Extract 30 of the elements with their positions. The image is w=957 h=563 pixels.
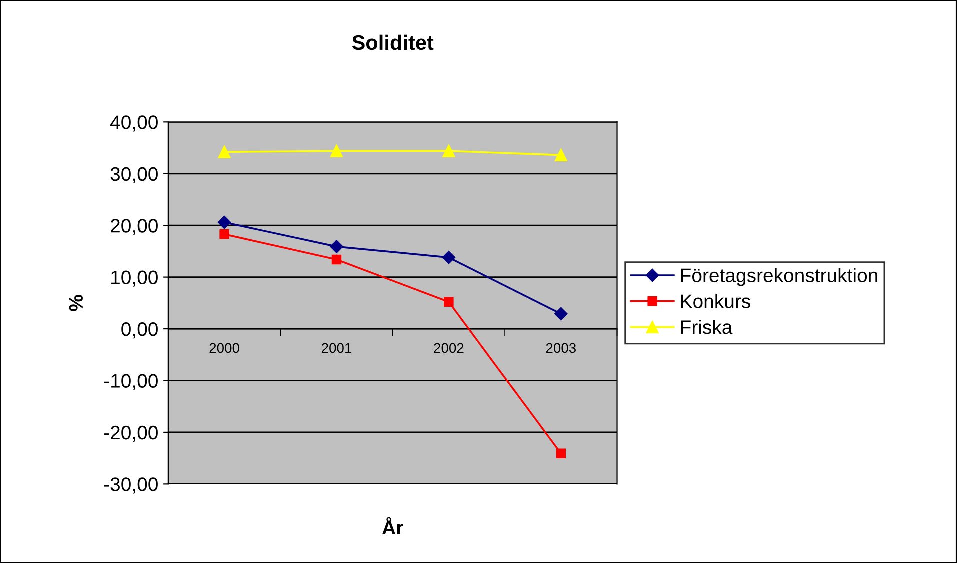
legend-label: Konkurs bbox=[681, 294, 750, 308]
legend-label: Friska bbox=[681, 320, 733, 334]
legend-label: Företagsrekonstruktion bbox=[681, 268, 878, 286]
point bbox=[220, 230, 230, 240]
y-tick-label: 30,00 bbox=[110, 167, 158, 184]
y-tick-label: -30,00 bbox=[104, 478, 158, 494]
point bbox=[556, 448, 566, 459]
x-tick-label: 2002 bbox=[434, 343, 464, 354]
x-tick-label: 2001 bbox=[322, 343, 352, 354]
point bbox=[442, 144, 456, 158]
point bbox=[444, 297, 454, 308]
point bbox=[218, 146, 231, 158]
y-tick-label: 0,00 bbox=[122, 322, 158, 339]
x-tick-label: 2000 bbox=[210, 343, 240, 354]
y-tick-label: -20,00 bbox=[104, 426, 158, 442]
point bbox=[442, 251, 456, 264]
point bbox=[554, 307, 568, 321]
y-tick-label: 10,00 bbox=[112, 270, 158, 287]
point bbox=[554, 149, 568, 162]
x-axis-title: År bbox=[382, 517, 404, 534]
point bbox=[332, 254, 342, 265]
y-tick-label: -10,00 bbox=[104, 374, 158, 390]
point bbox=[218, 216, 232, 230]
y-tick-label: 40,00 bbox=[110, 116, 158, 132]
chart-title: Soliditet bbox=[352, 34, 434, 50]
x-tick-label: 2003 bbox=[546, 343, 576, 354]
y-axis-title: % bbox=[69, 295, 84, 312]
y-tick-label: 20,00 bbox=[111, 219, 158, 236]
point bbox=[330, 144, 343, 158]
point bbox=[330, 240, 344, 254]
